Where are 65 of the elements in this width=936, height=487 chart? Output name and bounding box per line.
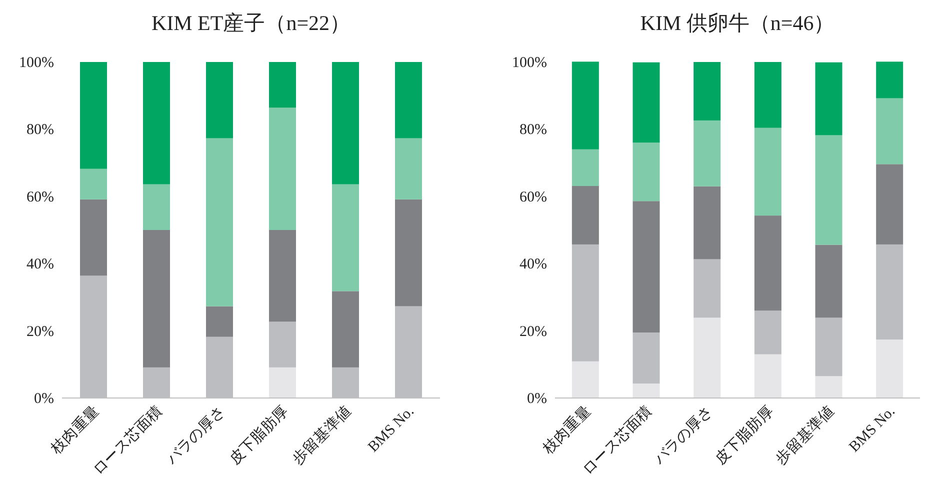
bar xyxy=(143,184,170,230)
bar xyxy=(754,62,782,128)
bar xyxy=(632,62,660,143)
bar xyxy=(876,164,904,244)
bar xyxy=(754,310,782,354)
y-tick-label: 80% xyxy=(26,122,54,138)
bar xyxy=(572,361,599,398)
y-tick-label: 20% xyxy=(520,324,547,340)
bar xyxy=(332,291,359,368)
bar xyxy=(632,201,660,332)
y-tick-label: 100% xyxy=(19,55,54,71)
bar xyxy=(269,62,296,108)
x-tick-label: バラの厚さ xyxy=(163,404,228,469)
bar xyxy=(694,318,721,398)
bar xyxy=(815,244,842,318)
x-tick-label: 歩留基準値 xyxy=(289,402,354,468)
bar xyxy=(395,138,422,200)
bar xyxy=(206,306,233,337)
bar xyxy=(632,332,660,384)
bar xyxy=(269,322,296,368)
bar xyxy=(395,199,422,306)
bar xyxy=(206,62,233,138)
bar xyxy=(815,62,842,136)
bar xyxy=(815,135,842,245)
bar xyxy=(754,128,782,216)
bar xyxy=(876,98,904,164)
bar xyxy=(754,216,782,311)
y-tick-label: 80% xyxy=(520,122,547,138)
bar xyxy=(395,62,422,138)
bar xyxy=(332,62,359,184)
y-tick-label: 40% xyxy=(520,256,547,273)
bar xyxy=(143,230,170,368)
bar xyxy=(269,367,296,398)
bar xyxy=(815,318,842,376)
bar xyxy=(572,186,599,244)
bar xyxy=(572,244,599,362)
x-tick-label: 皮下脂肪厚 xyxy=(226,402,292,468)
bar xyxy=(206,138,233,306)
bar xyxy=(572,62,599,150)
bar xyxy=(632,384,660,398)
bar xyxy=(572,149,599,186)
bar xyxy=(694,62,721,120)
bar xyxy=(143,62,170,184)
bar xyxy=(269,108,296,230)
chart-title: KIM ET産子（n=22） xyxy=(151,11,351,35)
bar xyxy=(632,142,660,202)
y-tick-label: 100% xyxy=(512,55,547,71)
y-tick-label: 60% xyxy=(26,189,54,206)
bar xyxy=(694,120,721,186)
bar xyxy=(332,184,359,292)
y-tick-label: 60% xyxy=(520,189,547,206)
bar xyxy=(80,199,107,276)
bar xyxy=(80,168,107,200)
bar xyxy=(80,62,107,169)
bar xyxy=(754,354,782,398)
bar xyxy=(815,376,842,398)
y-tick-label: 20% xyxy=(26,324,54,340)
chart-title: KIM 供卵牛（n=46） xyxy=(640,11,835,35)
bar xyxy=(694,186,721,260)
bar xyxy=(269,230,296,322)
bar xyxy=(876,244,904,340)
bar xyxy=(876,340,904,398)
bar xyxy=(694,259,721,318)
bar xyxy=(876,62,904,98)
y-tick-label: 40% xyxy=(26,256,54,273)
